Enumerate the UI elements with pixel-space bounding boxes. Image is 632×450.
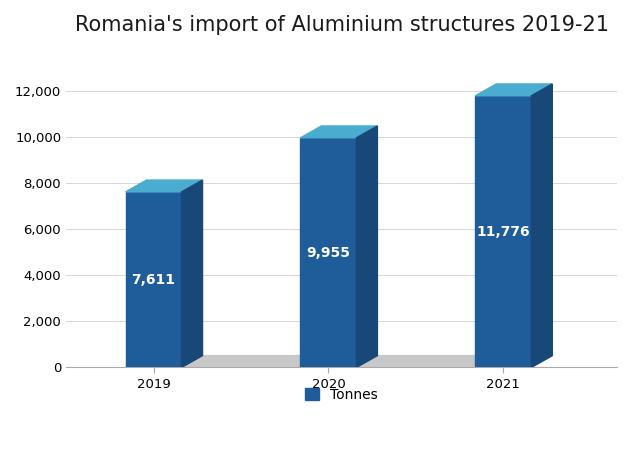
Polygon shape [356,126,377,368]
Text: 7,611: 7,611 [131,273,176,287]
Polygon shape [181,180,202,368]
Polygon shape [300,126,377,138]
Polygon shape [532,84,552,368]
Title: Romania's import of Aluminium structures 2019-21: Romania's import of Aluminium structures… [75,15,609,35]
Polygon shape [475,84,552,96]
Text: 11,776: 11,776 [477,225,530,239]
Polygon shape [475,96,532,368]
Text: 9,955: 9,955 [307,246,350,260]
Polygon shape [300,138,356,368]
Legend: Tonnes: Tonnes [300,382,384,407]
Polygon shape [126,356,552,368]
Polygon shape [126,192,181,368]
Polygon shape [126,180,202,192]
